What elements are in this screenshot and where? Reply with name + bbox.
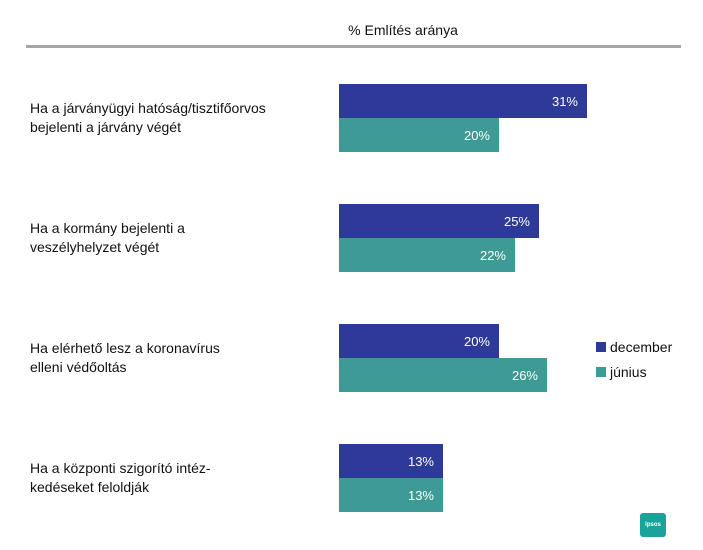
bar-december: [339, 204, 539, 238]
legend-swatch-június: [596, 367, 606, 377]
ipsos-logo: Ipsos: [640, 513, 666, 537]
category-label-line: Ha elérhető lesz a koronavírus: [30, 340, 220, 356]
legend-swatch-december: [596, 342, 606, 352]
bar-value-label: 13%: [408, 454, 434, 469]
bar-december: [339, 324, 499, 358]
bar-június: [339, 478, 443, 512]
bar-value-label: 25%: [504, 214, 530, 229]
bar-value-label: 22%: [480, 248, 506, 263]
category-label-line: kedéseket feloldják: [30, 479, 150, 495]
bar-value-label: 26%: [512, 368, 538, 383]
category-label-line: Ha a központi szigorító intéz-: [30, 460, 211, 476]
bar-value-label: 31%: [552, 94, 578, 109]
bar-value-label: 13%: [408, 488, 434, 503]
legend-label-december: december: [610, 339, 673, 355]
category-label: Ha a központi szigorító intéz-kedéseket …: [30, 460, 211, 495]
legend-label-június: június: [609, 364, 647, 380]
category-label: Ha elérhető lesz a koronavírus elleni véd…: [30, 340, 220, 375]
ipsos-logo-text: Ipsos: [645, 522, 661, 528]
bar-június: [339, 358, 547, 392]
bar-december: [339, 444, 443, 478]
category-label-line: bejelenti a járvány végét: [30, 119, 181, 135]
category-label-line: Ha a kormány bejelenti a: [30, 220, 185, 236]
category-label-line: Ha a járványügyi hatóság/tisztifőorvos: [30, 100, 266, 116]
header-divider: [26, 45, 681, 48]
category-label-line: elleni védőoltás: [30, 359, 127, 375]
bar-június: [339, 118, 499, 152]
bar-június: [339, 238, 515, 272]
category-label: Ha a kormány bejelenti a veszélyhelyzet v…: [30, 220, 185, 255]
category-label: Ha a járványügyi hatóság/tisztifőorvos be…: [30, 100, 266, 135]
bar-value-label: 20%: [464, 334, 490, 349]
chart-title: % Említés aránya: [348, 22, 458, 38]
bar-value-label: 20%: [464, 128, 490, 143]
category-label-line: veszélyhelyzet végét: [30, 239, 159, 255]
bar-december: [339, 84, 587, 118]
